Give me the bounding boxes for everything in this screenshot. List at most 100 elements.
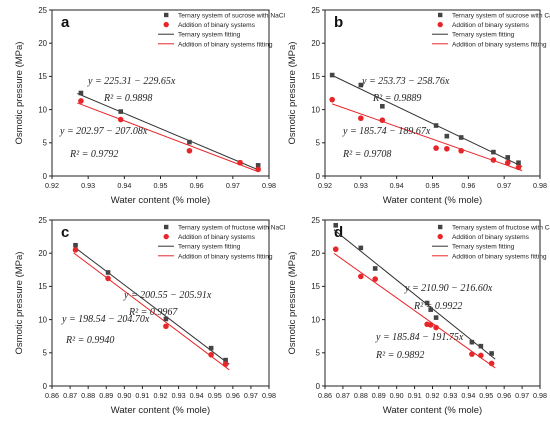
panel-d: d 0.86 0.87 0.88 0.89 0.90 0.91 0.92 0.93 0.94 0.9…	[287, 216, 550, 416]
data-point-square	[469, 339, 475, 345]
data-point-circle	[237, 159, 243, 166]
x-tick-label: 0.87	[63, 391, 77, 400]
data-point-circle	[208, 351, 214, 358]
data-point-circle	[469, 351, 475, 357]
data-point-square	[208, 345, 214, 351]
data-point-circle	[458, 147, 464, 154]
panel-label: b	[334, 14, 343, 31]
x-tick-label: 0.86	[45, 391, 59, 400]
x-tick-label: 0.87	[336, 391, 350, 400]
legend-label: Addition of binary systems fitting	[178, 41, 273, 48]
legend-label: Ternary system fitting	[178, 244, 241, 251]
data-point-square	[358, 82, 364, 88]
legend-marker-square	[438, 224, 443, 230]
legend-marker-square	[164, 224, 169, 230]
data-point-square	[433, 123, 439, 128]
y-tick-label: 0	[316, 382, 321, 391]
x-axis-label: Water content (% mole)	[383, 405, 482, 416]
data-point-square	[505, 155, 511, 160]
x-tick-label: 0.95	[154, 181, 168, 190]
legend: Ternary system of fructose with NaCl Addi…	[158, 224, 286, 260]
equation-annotation: R² = 0.9792	[69, 149, 118, 160]
equation-annotation: R² = 0.9922	[413, 301, 462, 312]
y-axis-label: Osmotic pressure (MPa)	[14, 42, 25, 145]
equation-annotation: y = 225.31 − 229.65x	[87, 76, 176, 87]
y-tick-label: 15	[311, 282, 320, 291]
panel-b: b 0.92 0.93 0.94 0.95 0.96 0.97 0.98 0 5 10 15 20 25 W…	[287, 6, 550, 206]
legend-label: Ternary system fitting	[452, 244, 515, 251]
x-tick-label: 0.94	[390, 181, 404, 190]
x-tick-label: 0.96	[461, 181, 475, 190]
data-point-square	[329, 72, 335, 78]
data-point-circle	[163, 323, 169, 330]
data-point-square	[380, 103, 385, 109]
x-tick-label: 0.95	[426, 181, 440, 190]
x-tick-label: 0.90	[117, 391, 131, 400]
y-tick-label: 10	[38, 315, 47, 324]
x-axis-label: Water content (% mole)	[111, 405, 210, 416]
data-point-square	[478, 343, 484, 349]
x-tick-label: 0.98	[533, 391, 547, 400]
x-tick-label: 0.92	[45, 181, 59, 190]
data-point-square	[163, 316, 169, 322]
legend-label: Addition of binary systems	[452, 22, 530, 29]
data-point-circle	[379, 117, 386, 124]
data-point-circle	[332, 246, 339, 253]
y-tick-label: 20	[38, 39, 47, 48]
equation-annotation: y = 198.54 − 204.70x	[61, 314, 150, 325]
y-tick-label: 0	[43, 382, 48, 391]
x-tick-label: 0.95	[208, 391, 222, 400]
data-point-circle	[490, 157, 497, 163]
x-tick-label: 0.88	[354, 391, 368, 400]
y-tick-label: 10	[38, 105, 47, 114]
panel-label: d	[334, 224, 343, 241]
x-tick-label: 0.91	[135, 391, 149, 400]
data-point-square	[428, 307, 434, 312]
equation-annotation: R² = 0.9708	[342, 149, 391, 160]
panel-a: a 0.92 0.93 0.94 0.95 0.96 0.97 0.98 0 5 10 15 20 25 W…	[14, 6, 286, 206]
legend-marker-circle	[163, 21, 169, 28]
data-point-square	[444, 133, 450, 139]
x-axis-label: Water content (% mole)	[111, 195, 210, 206]
data-point-circle	[433, 324, 439, 331]
fit-line	[77, 102, 259, 173]
data-point-square	[118, 109, 124, 114]
data-point-square	[73, 242, 78, 248]
data-point-circle	[72, 247, 79, 253]
y-tick-label: 15	[38, 72, 47, 81]
equation-annotation: R² = 0.9898	[103, 93, 152, 104]
equation-annotation: y = 185.74 − 189.67x	[342, 126, 431, 137]
x-tick-label: 0.89	[99, 391, 113, 400]
x-tick-label: 0.94	[461, 391, 475, 400]
x-tick-label: 0.97	[244, 391, 258, 400]
equation-annotation: y = 202.97 − 207.08x	[59, 126, 148, 137]
legend-label: Ternary system of sucrose with CaLac	[452, 13, 550, 20]
fit-line	[77, 93, 259, 171]
fit-line	[331, 74, 523, 167]
data-point-circle	[433, 145, 439, 151]
legend-label: Ternary system of fructose with CaLac	[452, 225, 550, 232]
x-tick-label: 0.98	[262, 181, 276, 190]
data-point-circle	[504, 159, 511, 166]
x-tick-label: 0.91	[408, 391, 422, 400]
x-tick-label: 0.95	[479, 391, 493, 400]
equation-annotation: R² = 0.9940	[65, 335, 114, 346]
y-tick-label: 10	[311, 315, 320, 324]
data-point-square	[223, 357, 228, 363]
data-point-circle	[105, 275, 111, 282]
x-tick-label: 0.93	[354, 181, 368, 190]
fit-line	[333, 229, 496, 360]
panel-label: a	[61, 14, 70, 31]
x-tick-label: 0.97	[497, 181, 511, 190]
data-point-square	[333, 223, 339, 228]
data-point-square	[255, 163, 261, 168]
data-point-square	[516, 160, 521, 166]
fit-line	[73, 246, 230, 365]
data-point-square	[187, 139, 192, 145]
data-point-circle	[488, 360, 495, 367]
x-tick-label: 0.86	[318, 391, 332, 400]
x-tick-label: 0.92	[318, 181, 332, 190]
equation-annotation: y = 253.73 − 258.76x	[361, 76, 450, 87]
legend-label: Ternary system fitting	[178, 32, 241, 39]
y-axis-label: Osmotic pressure (MPa)	[287, 252, 298, 355]
